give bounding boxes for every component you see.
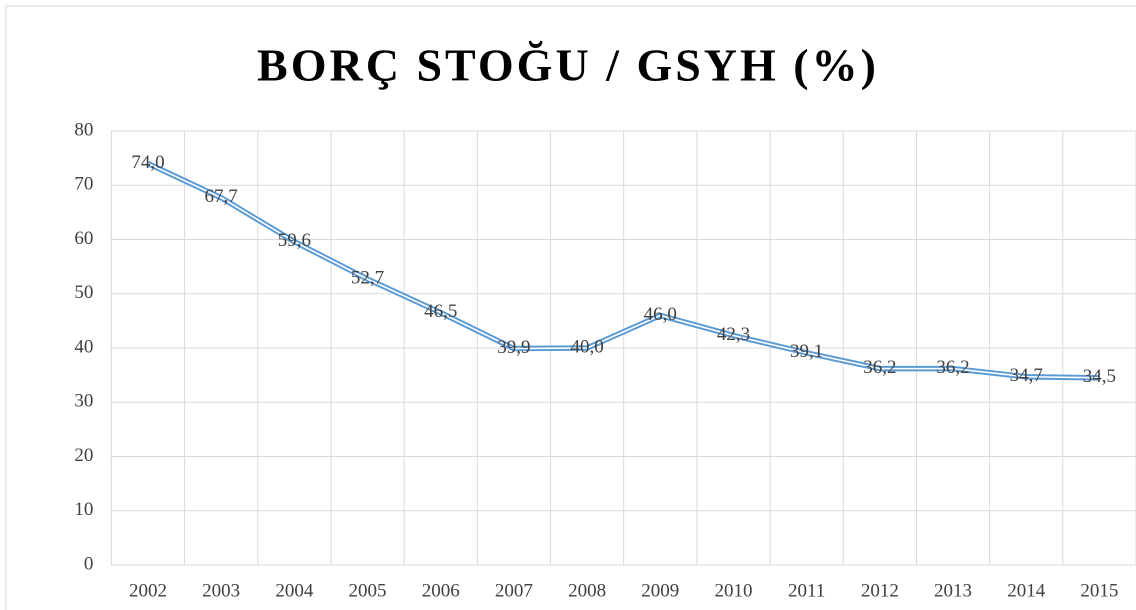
x-tick-label: 2004 <box>275 580 314 601</box>
y-tick-label: 80 <box>74 119 93 140</box>
x-tick-label: 2003 <box>202 580 240 601</box>
y-tick-label: 50 <box>74 282 93 303</box>
y-tick-label: 0 <box>84 553 94 574</box>
y-tick-label: 40 <box>74 336 93 357</box>
x-tick-label: 2007 <box>495 580 533 601</box>
x-tick-label: 2012 <box>861 580 899 601</box>
data-label: 39,9 <box>497 337 530 358</box>
data-label: 40,0 <box>570 336 603 357</box>
data-label: 42,3 <box>717 324 750 345</box>
x-tick-label: 2010 <box>714 580 752 601</box>
y-tick-label: 30 <box>74 391 93 412</box>
data-label: 67,7 <box>205 186 238 207</box>
data-line-inner <box>147 162 1100 379</box>
x-tick-label: 2014 <box>1007 580 1046 601</box>
x-tick-label: 2006 <box>422 580 460 601</box>
y-tick-label: 70 <box>74 174 93 195</box>
data-label: 36,2 <box>863 357 896 378</box>
data-label: 34,7 <box>1010 365 1043 386</box>
x-tick-label: 2015 <box>1080 580 1118 601</box>
data-label: 46,0 <box>644 304 677 325</box>
x-tick-label: 2002 <box>129 580 167 601</box>
y-tick-label: 20 <box>74 445 93 466</box>
data-label: 59,6 <box>278 230 311 251</box>
x-tick-label: 2008 <box>568 580 606 601</box>
x-tick-label: 2009 <box>641 580 679 601</box>
y-tick-label: 10 <box>74 499 93 520</box>
x-tick-label: 2013 <box>934 580 972 601</box>
chart-title: BORÇ STOĞU / GSYH (%) <box>257 40 879 91</box>
data-label: 46,5 <box>424 301 457 322</box>
x-tick-label: 2005 <box>349 580 387 601</box>
data-label: 34,5 <box>1083 366 1116 387</box>
y-tick-label: 60 <box>74 228 93 249</box>
data-label: 36,2 <box>936 357 969 378</box>
chart-border <box>5 5 1136 610</box>
data-label: 39,1 <box>790 341 823 362</box>
data-label: 74,0 <box>131 152 164 173</box>
data-label: 52,7 <box>351 267 384 288</box>
x-tick-label: 2011 <box>788 580 825 601</box>
